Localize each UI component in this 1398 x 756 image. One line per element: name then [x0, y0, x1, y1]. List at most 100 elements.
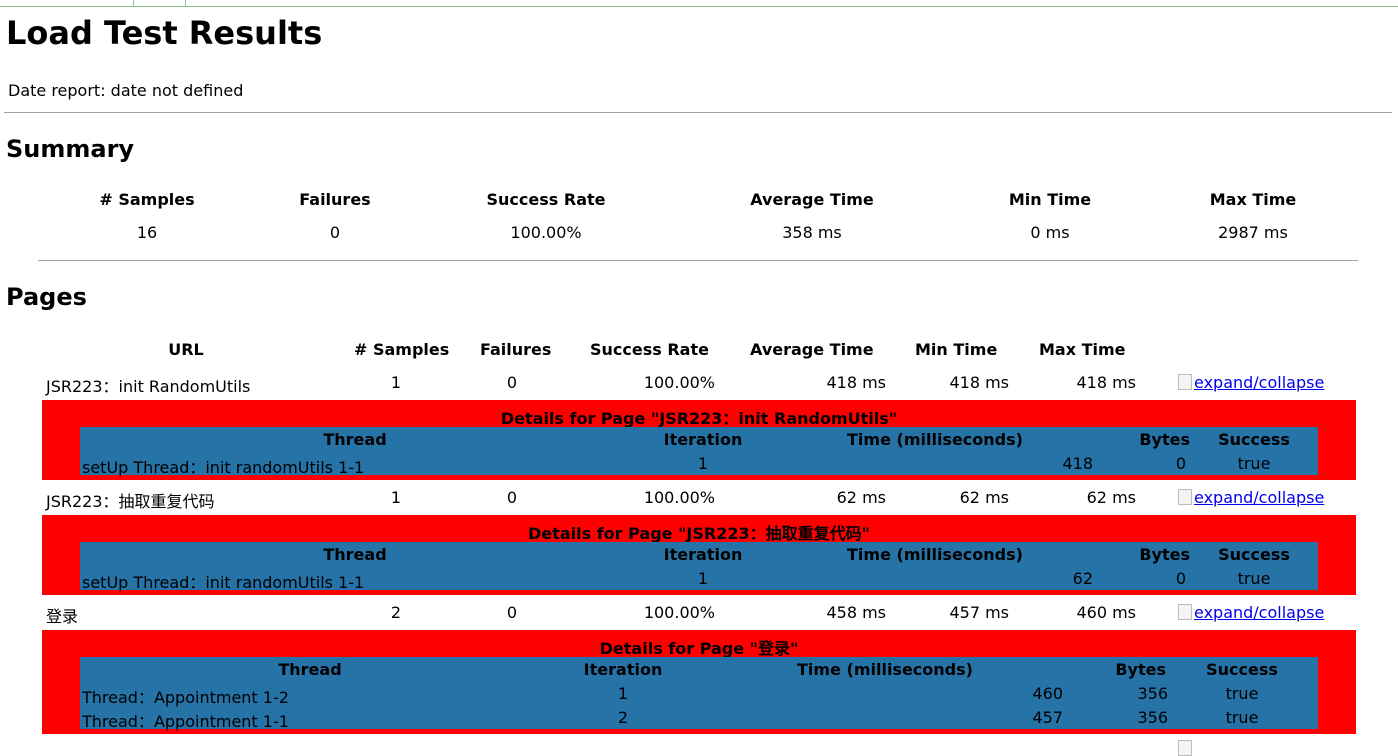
details-header-thread: Thread — [323, 430, 387, 449]
detail-bytes: 356 — [1137, 708, 1168, 727]
pages-heading: Pages — [6, 283, 87, 311]
page-samples: 1 — [390, 488, 402, 507]
page-max-time: 418 ms — [1076, 373, 1136, 392]
detail-time: 457 — [1032, 708, 1063, 727]
summary-header-max-time: Max Time — [1209, 190, 1297, 209]
summary-max-time-value: 2987 ms — [1218, 223, 1288, 242]
page-max-time: 460 ms — [1076, 603, 1136, 622]
detail-bytes: 356 — [1137, 684, 1168, 703]
page-row: 登录 2 0 100.00% 458 ms 457 ms 460 ms expa… — [42, 603, 1356, 627]
details-header-success: Success — [1206, 660, 1278, 679]
summary-header-failures: Failures — [299, 190, 371, 209]
page-url: JSR223：抽取重复代码 — [46, 492, 215, 511]
details-header-time: Time (milliseconds) — [797, 660, 973, 679]
page-row: JSR223：init RandomUtils 1 0 100.00% 418 … — [42, 373, 1356, 397]
details-title: Details for Page "JSR223：init RandomUtil… — [500, 409, 898, 428]
summary-success-rate-value: 100.00% — [510, 223, 582, 242]
header-divider — [4, 112, 1392, 113]
page-row: JSR223：抽取重复代码 1 0 100.00% 62 ms 62 ms 62… — [42, 488, 1356, 512]
detail-iteration: 1 — [697, 454, 709, 473]
page-min-time: 62 ms — [959, 488, 1009, 507]
summary-average-time-value: 358 ms — [782, 223, 842, 242]
detail-iteration: 2 — [617, 708, 629, 727]
broken-image-icon — [1178, 604, 1192, 620]
pages-header-success-rate: Success Rate — [590, 340, 709, 359]
details-header-success: Success — [1218, 545, 1290, 564]
summary-divider — [38, 260, 1358, 261]
summary-header-row: # Samples Failures Success Rate Average … — [40, 190, 1358, 214]
detail-bytes: 0 — [1175, 454, 1186, 473]
detail-thread: setUp Thread：init randomUtils 1-1 — [82, 573, 365, 592]
detail-success: true — [1237, 454, 1271, 473]
pages-header-url: URL — [168, 340, 204, 359]
page-url: 登录 — [46, 607, 79, 626]
details-header-bytes: Bytes — [1139, 430, 1190, 449]
expand-collapse-link[interactable]: expand/collapse — [1178, 488, 1324, 507]
page-failures: 0 — [506, 488, 518, 507]
summary-failures-value: 0 — [329, 223, 341, 242]
summary-min-time-value: 0 ms — [1030, 223, 1070, 242]
page-url: JSR223：init RandomUtils — [46, 377, 251, 396]
page-details-panel: Details for Page "JSR223：抽取重复代码" Thread … — [42, 515, 1356, 595]
detail-thread: Thread：Appointment 1-1 — [82, 712, 289, 731]
details-header-iteration: Iteration — [583, 660, 663, 679]
detail-time: 418 — [1062, 454, 1093, 473]
detail-success: true — [1225, 684, 1259, 703]
page-details-panel: Details for Page "JSR223：init RandomUtil… — [42, 400, 1356, 480]
details-header-bytes: Bytes — [1139, 545, 1190, 564]
summary-header-success-rate: Success Rate — [486, 190, 606, 209]
tab-divider — [133, 0, 134, 6]
detail-time: 460 — [1032, 684, 1063, 703]
details-table: Thread Iteration Time (milliseconds) Byt… — [80, 657, 1318, 731]
details-header-time: Time (milliseconds) — [847, 545, 1023, 564]
pages-header-failures: Failures — [480, 340, 552, 359]
details-header-success: Success — [1218, 430, 1290, 449]
detail-success: true — [1237, 569, 1271, 588]
detail-iteration: 1 — [617, 684, 629, 703]
page-failures: 0 — [506, 603, 518, 622]
page-min-time: 457 ms — [949, 603, 1009, 622]
details-table: Thread Iteration Time (milliseconds) Byt… — [80, 542, 1318, 592]
broken-image-icon — [1178, 489, 1192, 505]
details-table: Thread Iteration Time (milliseconds) Byt… — [80, 427, 1318, 477]
page-samples: 2 — [390, 603, 402, 622]
page-success-rate: 100.00% — [643, 603, 715, 622]
broken-image-icon — [1178, 740, 1192, 756]
details-header-iteration: Iteration — [663, 430, 743, 449]
page-average-time: 62 ms — [836, 488, 886, 507]
page-average-time: 458 ms — [826, 603, 886, 622]
expand-collapse-label[interactable]: expand/collapse — [1194, 488, 1325, 507]
broken-image-icon — [1178, 374, 1192, 390]
detail-success: true — [1225, 708, 1259, 727]
detail-thread: setUp Thread：init randomUtils 1-1 — [82, 458, 365, 477]
summary-table: # Samples Failures Success Rate Average … — [40, 190, 1358, 247]
page-min-time: 418 ms — [949, 373, 1009, 392]
pages-header-row: URL # Samples Failures Success Rate Aver… — [42, 340, 1356, 364]
summary-header-average-time: Average Time — [750, 190, 874, 209]
details-title: Details for Page "登录" — [599, 639, 799, 658]
page-average-time: 418 ms — [826, 373, 886, 392]
page-title: Load Test Results — [6, 14, 323, 52]
expand-collapse-label[interactable]: expand/collapse — [1194, 373, 1325, 392]
details-header-iteration: Iteration — [663, 545, 743, 564]
summary-header-min-time: Min Time — [1008, 190, 1092, 209]
date-report: Date report: date not defined — [8, 81, 244, 100]
page-max-time: 62 ms — [1086, 488, 1136, 507]
detail-thread: Thread：Appointment 1-2 — [82, 688, 289, 707]
details-header-time: Time (milliseconds) — [847, 430, 1023, 449]
expand-collapse-link[interactable]: expand/collapse — [1178, 603, 1324, 622]
detail-bytes: 0 — [1175, 569, 1186, 588]
summary-heading: Summary — [6, 135, 135, 163]
page-success-rate: 100.00% — [643, 373, 715, 392]
expand-collapse-link[interactable]: expand/collapse — [1178, 373, 1324, 392]
detail-iteration: 1 — [697, 569, 709, 588]
page-success-rate: 100.00% — [643, 488, 715, 507]
pages-header-samples: # Samples — [354, 340, 450, 359]
pages-header-average-time: Average Time — [750, 340, 874, 359]
summary-header-samples: # Samples — [99, 190, 195, 209]
detail-time: 62 — [1072, 569, 1093, 588]
page-failures: 0 — [506, 373, 518, 392]
expand-collapse-label[interactable]: expand/collapse — [1194, 603, 1325, 622]
pages-header-max-time: Max Time — [1039, 340, 1126, 359]
summary-samples-value: 16 — [136, 223, 158, 242]
